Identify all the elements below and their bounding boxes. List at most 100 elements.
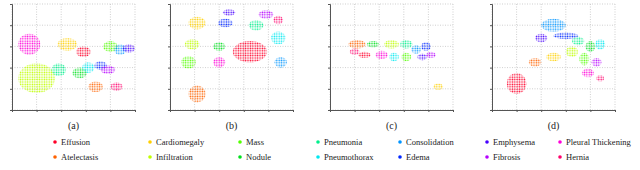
cluster — [597, 75, 604, 81]
tick-mark — [355, 110, 356, 112]
tick — [168, 89, 170, 90]
legend-marker — [53, 155, 57, 159]
tick — [566, 110, 567, 112]
legend-label: Atelectasis — [61, 152, 98, 162]
series — [541, 19, 566, 32]
legend-marker — [398, 140, 402, 144]
series — [273, 16, 283, 24]
cluster — [582, 69, 594, 77]
tick-mark — [490, 46, 492, 47]
panel-caption: (a) — [68, 120, 79, 132]
cluster — [595, 39, 605, 50]
series — [401, 53, 411, 61]
grid-line-x — [61, 4, 62, 110]
tick-mark — [86, 110, 87, 112]
y-axis — [168, 5, 171, 111]
cluster — [579, 53, 589, 66]
cluster — [273, 16, 283, 24]
cluster — [358, 52, 370, 58]
tick — [168, 46, 170, 47]
tick — [328, 68, 330, 69]
plot-area — [348, 40, 443, 90]
panel — [328, 4, 454, 112]
legend-marker — [485, 155, 489, 159]
cluster — [367, 41, 379, 47]
legend-item: Consolidation — [398, 137, 454, 147]
series — [358, 52, 370, 58]
series — [123, 44, 135, 52]
tick-mark — [268, 110, 269, 112]
panel — [490, 4, 616, 112]
series — [417, 54, 427, 60]
legend-label: Consolidation — [406, 137, 454, 147]
legend-marker — [316, 140, 320, 144]
tick-mark — [10, 46, 12, 47]
series — [213, 57, 225, 68]
cluster — [529, 58, 541, 66]
cluster — [88, 81, 103, 92]
legend-marker — [316, 155, 320, 159]
series — [88, 81, 103, 92]
tick-mark — [615, 110, 616, 112]
grid-line-y — [492, 4, 615, 5]
series — [181, 56, 196, 69]
tick — [517, 110, 518, 112]
figure: (a)(b)(c)(d)EffusionAtelectasisCardiomeg… — [0, 0, 640, 170]
cluster — [507, 73, 527, 94]
tick — [168, 4, 170, 5]
tick-mark — [244, 110, 245, 112]
cluster — [411, 45, 421, 53]
tick-mark — [379, 110, 380, 112]
series — [367, 41, 379, 47]
series — [566, 46, 578, 57]
series — [275, 57, 287, 68]
tick-mark — [168, 25, 170, 26]
legend-label: Pleural Thickening — [566, 137, 632, 147]
series — [18, 34, 40, 55]
tick-mark — [10, 110, 12, 111]
tick-mark — [110, 110, 111, 112]
legend-marker — [558, 155, 562, 159]
series — [350, 49, 360, 55]
tick-mark — [37, 110, 38, 112]
grid-line-y — [492, 67, 615, 68]
cluster — [417, 54, 427, 60]
cluster — [401, 53, 411, 61]
x-axis — [171, 110, 294, 112]
cluster — [271, 32, 286, 45]
cluster — [426, 52, 436, 58]
grid-line-y — [330, 67, 453, 68]
tick-mark — [328, 110, 330, 111]
cluster — [400, 40, 412, 48]
cluster — [592, 58, 602, 66]
cluster — [585, 41, 595, 52]
series — [271, 32, 286, 45]
tick-mark — [328, 46, 330, 47]
series — [51, 63, 66, 76]
series — [82, 62, 94, 73]
tick — [379, 110, 380, 112]
x-axis — [331, 110, 454, 112]
axis-line — [10, 5, 13, 111]
tick-mark — [195, 110, 196, 112]
tick-mark — [590, 110, 591, 112]
tick — [168, 25, 170, 26]
tick — [61, 110, 62, 112]
cluster — [58, 38, 78, 51]
series — [213, 42, 225, 50]
tick — [328, 46, 330, 47]
series — [259, 10, 274, 18]
series — [249, 20, 264, 31]
legend: EffusionAtelectasisCardiomegalyInfiltrat… — [53, 137, 631, 162]
cluster — [384, 40, 399, 48]
grid-line-x — [615, 4, 616, 110]
series — [400, 40, 412, 48]
cluster — [348, 40, 365, 48]
legend-item: Infiltration — [148, 152, 193, 162]
legend-label: Mass — [246, 137, 264, 147]
tick-mark — [566, 110, 567, 112]
legend-label: Pneumothorax — [324, 152, 374, 162]
x-axis — [493, 110, 616, 112]
cluster — [554, 33, 579, 39]
cluster — [18, 63, 55, 93]
